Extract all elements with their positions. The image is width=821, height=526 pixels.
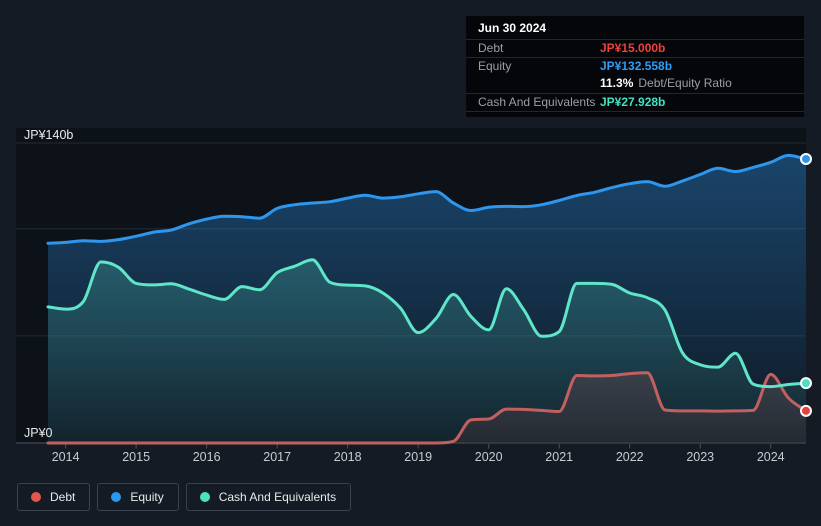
line-equity (46, 153, 808, 245)
end-marker-debt (800, 404, 812, 417)
tooltip-cash-label: Cash And Equivalents (478, 95, 596, 109)
tooltip-equity-label: Equity (478, 59, 512, 73)
x-axis-label-2021: 2021 (545, 450, 573, 464)
line-debt (46, 371, 808, 445)
legend-equity-label: Equity (130, 490, 164, 504)
area-debt (48, 372, 806, 443)
legend-debt-label: Debt (50, 490, 76, 504)
x-axis-label-2014: 2014 (52, 450, 80, 464)
legend-cash-label: Cash And Equivalents (218, 490, 337, 504)
x-axis-label-2019: 2019 (404, 450, 432, 464)
equity-series-dot-icon (111, 492, 122, 502)
legend-item-equity[interactable]: Equity (97, 483, 179, 511)
chart-legend: Debt Equity Cash And Equivalents (17, 483, 352, 511)
x-axis-label-2016: 2016 (193, 450, 221, 464)
end-marker-equity (800, 152, 812, 165)
chart-tooltip: Jun 30 2024 Debt JP¥15.000b Equity JP¥13… (466, 16, 804, 117)
tooltip-ratio-label: Debt/Equity Ratio (638, 76, 732, 90)
end-marker-cash-and-equivalents (800, 377, 812, 390)
x-axis-label-2020: 2020 (475, 450, 503, 464)
debt-series-dot-icon (31, 492, 41, 502)
tooltip-cash-value: JP¥27.928b (600, 95, 666, 109)
line-cash-and-equivalents (46, 258, 808, 389)
x-axis-label-2022: 2022 (616, 450, 644, 464)
legend-item-cash[interactable]: Cash And Equivalents (185, 483, 352, 511)
tooltip-row-debt: Debt JP¥15.000b (466, 39, 804, 57)
legend-item-debt[interactable]: Debt (17, 483, 91, 511)
tooltip-debt-label: Debt (478, 41, 504, 55)
tooltip-debt-value: JP¥15.000b (600, 41, 666, 55)
tooltip-equity-value: JP¥132.558b (600, 59, 673, 73)
tooltip-row-equity: Equity JP¥132.558b (466, 57, 804, 75)
x-axis-label-2017: 2017 (263, 450, 291, 464)
x-axis-label-2024: 2024 (757, 450, 785, 464)
y-axis-label-top: JP¥140b (24, 128, 73, 142)
tooltip-row-cash: Cash And Equivalents JP¥27.928b (466, 93, 804, 112)
tooltip-ratio-value: 11.3% (600, 76, 634, 90)
x-axis-label-2023: 2023 (686, 450, 714, 464)
tooltip-row-ratio: 11.3% Debt/Equity Ratio (466, 75, 804, 93)
y-axis-label-zero: JP¥0 (24, 426, 53, 440)
tooltip-date: Jun 30 2024 (478, 21, 547, 35)
x-axis-label-2015: 2015 (122, 450, 150, 464)
x-axis-label-2018: 2018 (334, 450, 362, 464)
cash-series-dot-icon (199, 492, 210, 502)
